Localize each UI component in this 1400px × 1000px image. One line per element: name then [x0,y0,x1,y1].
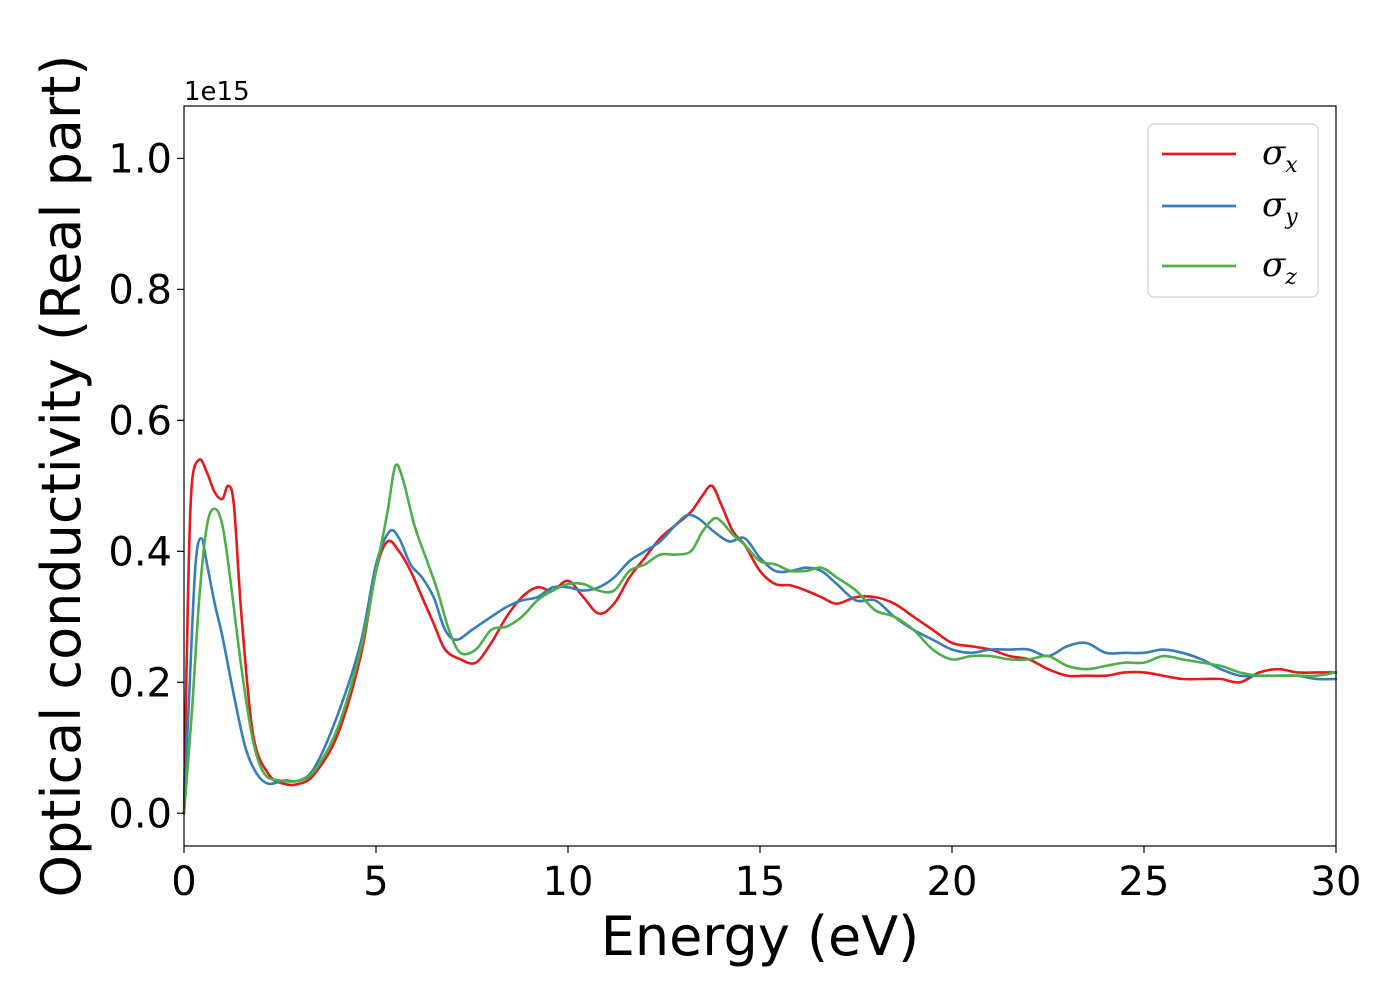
series-line-z [182,463,1338,815]
y-axis-ticks: 0.0 0.2 0.4 0.6 0.8 1.0 [108,136,184,837]
y-tick-label: 0.2 [108,660,172,706]
x-tick-label: 5 [363,859,388,905]
y-tick-label: 0.4 [108,529,172,575]
x-tick-label: 10 [543,859,594,905]
legend-box [1147,123,1319,298]
x-axis-ticks: 0 5 10 15 20 25 30 [171,846,1361,905]
y-tick-label: 0.0 [108,791,172,837]
y-offset-label: 1e15 [184,77,250,107]
series-group [182,458,1338,815]
y-axis-label: Optical conductivity (Real part) [30,55,93,898]
y-tick-label: 0.8 [108,267,172,313]
x-axis-label: Energy (eV) [601,905,920,968]
x-tick-label: 20 [927,859,978,905]
y-tick-label: 1.0 [108,136,172,182]
y-tick-label: 0.6 [108,398,172,444]
plot-background [184,106,1336,846]
x-tick-label: 25 [1119,859,1170,905]
x-tick-label: 15 [735,859,786,905]
x-tick-label: 0 [171,859,196,905]
x-tick-label: 30 [1311,859,1362,905]
